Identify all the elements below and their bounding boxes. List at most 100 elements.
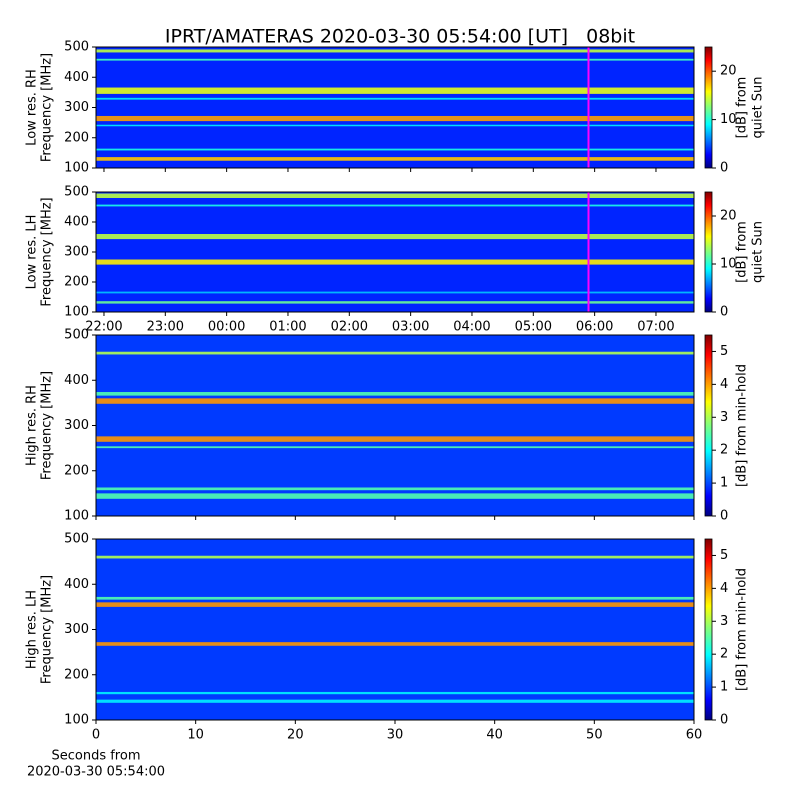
colorbar xyxy=(704,46,713,169)
emission-band xyxy=(96,193,694,198)
emission-band xyxy=(96,642,694,646)
colorbar-tick-label: 2 xyxy=(720,443,728,458)
colorbar-tick-label: 1 xyxy=(720,680,728,695)
y-tick-label: 500 xyxy=(64,328,89,343)
emission-band xyxy=(96,234,694,240)
x-tick-label: 60 xyxy=(686,728,703,743)
heatmap-background xyxy=(96,192,694,312)
emission-band xyxy=(96,487,694,491)
colorbar-tick-label: 10 xyxy=(720,112,737,127)
emission-band xyxy=(96,49,694,53)
y-axis-label: Frequency [MHz] xyxy=(40,575,55,684)
y-axis-label: Frequency [MHz] xyxy=(40,53,55,162)
emission-band xyxy=(96,259,694,265)
colorbar-tick-label: 5 xyxy=(720,344,728,359)
y-axis-label: High res. RH xyxy=(25,385,40,466)
emission-band xyxy=(96,115,694,122)
x-tick-label: 50 xyxy=(586,728,603,743)
x-tick-label: 07:00 xyxy=(637,320,674,335)
x-tick-label: 03:00 xyxy=(392,320,429,335)
emission-band xyxy=(96,446,694,449)
colorbar-label: quiet Sun xyxy=(751,221,766,283)
colorbar xyxy=(704,334,713,517)
x-tick-label: 20 xyxy=(287,728,304,743)
y-tick-label: 300 xyxy=(64,418,89,433)
emission-band xyxy=(96,157,694,161)
x-axis-label: Seconds from xyxy=(51,749,140,764)
emission-band xyxy=(96,691,694,695)
colorbar-tick-label: 20 xyxy=(720,64,737,79)
colorbar-tick-label: 1 xyxy=(720,476,728,491)
y-tick-label: 500 xyxy=(64,532,89,547)
y-tick-label: 200 xyxy=(64,463,89,478)
colorbar-tick-label: 4 xyxy=(720,581,728,596)
colorbar-label: [dB] from xyxy=(735,77,750,139)
y-tick-label: 100 xyxy=(64,509,89,524)
colorbar-tick-label: 3 xyxy=(720,614,728,629)
x-tick-label: 06:00 xyxy=(576,320,613,335)
y-tick-label: 100 xyxy=(64,305,89,320)
colorbar-tick-label: 2 xyxy=(720,647,728,662)
y-tick-label: 300 xyxy=(64,100,89,115)
y-axis-label: Frequency [MHz] xyxy=(40,197,55,306)
x-tick-label: 40 xyxy=(486,728,503,743)
colorbar-tick-label: 10 xyxy=(720,257,737,272)
y-axis-label: High res. LH xyxy=(25,590,40,669)
x-axis-label: 2020-03-30 05:54:00 xyxy=(27,765,165,780)
emission-band xyxy=(96,124,694,127)
emission-band xyxy=(96,291,694,294)
x-tick-label: 02:00 xyxy=(331,320,368,335)
colorbar-tick-label: 0 xyxy=(720,713,728,728)
colorbar xyxy=(704,191,713,313)
x-tick-label: 01:00 xyxy=(269,320,306,335)
emission-band xyxy=(96,351,694,355)
emission-band xyxy=(96,392,694,396)
colorbar-label: [dB] from min-hold xyxy=(735,364,750,487)
colorbar xyxy=(704,538,713,721)
emission-band xyxy=(96,97,694,100)
emission-band xyxy=(96,58,694,61)
y-tick-label: 200 xyxy=(64,275,89,290)
y-tick-label: 300 xyxy=(64,622,89,637)
y-axis-label: Frequency [MHz] xyxy=(40,371,55,480)
y-tick-label: 200 xyxy=(64,130,89,145)
heatmap-background xyxy=(96,335,694,516)
colorbar-tick-label: 0 xyxy=(720,161,728,176)
heatmap-background xyxy=(96,539,694,720)
emission-band xyxy=(96,493,694,499)
y-tick-label: 400 xyxy=(64,215,89,230)
colorbar-tick-label: 0 xyxy=(720,305,728,320)
y-tick-label: 400 xyxy=(64,577,89,592)
y-axis-label: Low res. LH xyxy=(25,215,40,290)
colorbar-tick-label: 4 xyxy=(720,377,728,392)
colorbar-label: [dB] from xyxy=(735,221,750,283)
x-tick-label: 23:00 xyxy=(147,320,184,335)
colorbar-label: quiet Sun xyxy=(751,76,766,138)
y-axis-label: Low res. RH xyxy=(25,69,40,146)
emission-band xyxy=(96,602,694,607)
colorbar-tick-label: 20 xyxy=(720,209,737,224)
emission-band xyxy=(96,301,694,304)
emission-band xyxy=(96,596,694,600)
emission-band xyxy=(96,555,694,559)
y-tick-label: 300 xyxy=(64,245,89,260)
y-tick-label: 500 xyxy=(64,40,89,55)
y-tick-label: 100 xyxy=(64,161,89,176)
x-tick-label: 22:00 xyxy=(85,320,122,335)
x-tick-label: 04:00 xyxy=(453,320,490,335)
figure-title: IPRT/AMATERAS 2020-03-30 05:54:00 [UT] 0… xyxy=(165,26,635,48)
emission-band xyxy=(96,398,694,404)
emission-band xyxy=(96,87,694,94)
y-tick-label: 400 xyxy=(64,70,89,85)
y-tick-label: 500 xyxy=(64,185,89,200)
x-tick-label: 30 xyxy=(387,728,404,743)
x-tick-label: 00:00 xyxy=(208,320,245,335)
y-tick-label: 200 xyxy=(64,667,89,682)
emission-band xyxy=(96,699,694,703)
colorbar-tick-label: 3 xyxy=(720,410,728,425)
colorbar-tick-label: 5 xyxy=(720,548,728,563)
colorbar-label: [dB] from min-hold xyxy=(735,568,750,691)
colorbar-tick-label: 0 xyxy=(720,509,728,524)
emission-band xyxy=(96,436,694,442)
